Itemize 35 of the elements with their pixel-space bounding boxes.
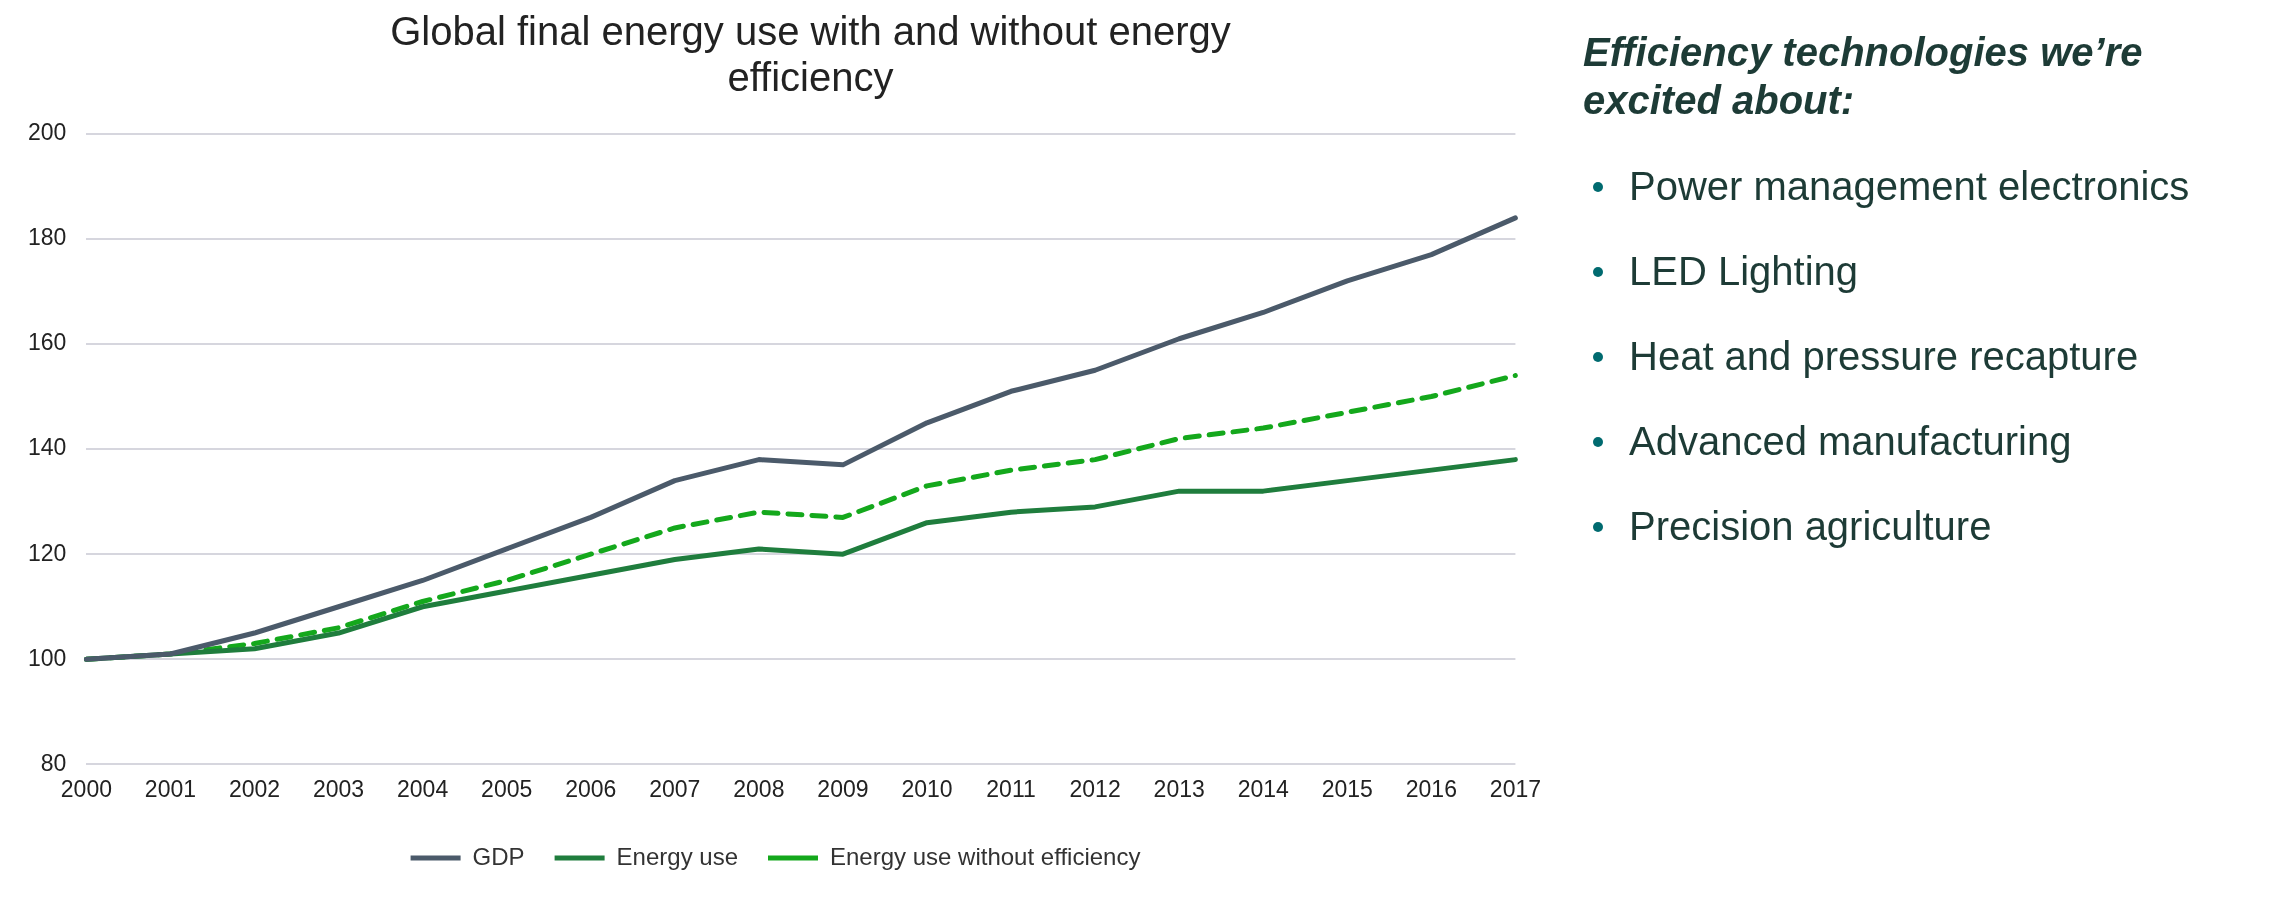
x-tick-label: 2001 <box>144 775 197 802</box>
x-tick-label: 2009 <box>817 775 869 802</box>
x-tick-label: 2013 <box>1153 775 1205 802</box>
x-tick-label: 2011 <box>986 775 1036 802</box>
x-tick-label: 2014 <box>1237 775 1290 802</box>
legend-label: Energy use without efficiency <box>830 842 1141 870</box>
x-tick-label: 2008 <box>733 775 785 802</box>
x-tick-label: 2016 <box>1405 775 1457 802</box>
x-tick-label: 2002 <box>228 775 281 802</box>
x-tick-label: 2003 <box>312 775 365 802</box>
text: LED Lighting <box>1629 249 1859 294</box>
x-tick-label: 2004 <box>397 775 449 802</box>
x-tick-label: 2000 <box>60 775 112 802</box>
text: Power management electronics <box>1629 164 2190 209</box>
text: Precision agriculture <box>1629 504 1992 549</box>
x-tick-label: 2012 <box>1069 775 1121 802</box>
text: Heat and pressure recapture <box>1629 334 2139 379</box>
text: Advanced manufacturing <box>1629 419 2072 464</box>
text: Efficiency technologies we’re excited about: <box>1583 29 2144 124</box>
legend-label: GDP <box>472 842 525 870</box>
y-tick-label: 180 <box>28 224 67 251</box>
y-tick-label: 160 <box>28 329 67 356</box>
x-tick-label: 2017 <box>1489 775 1541 802</box>
y-tick-label: 200 <box>28 119 67 146</box>
x-tick-label: 2006 <box>565 775 617 802</box>
y-tick-label: 140 <box>28 434 67 461</box>
y-tick-label: 80 <box>40 749 67 776</box>
y-tick-label: 100 <box>28 644 67 671</box>
x-tick-label: 2005 <box>481 775 533 802</box>
x-tick-label: 2010 <box>901 775 953 802</box>
chart-title: Global final energy use with and without energy efficiency <box>389 8 1232 100</box>
x-tick-label: 2015 <box>1321 775 1373 802</box>
y-tick-label: 120 <box>28 539 67 566</box>
x-tick-label: 2007 <box>649 775 701 802</box>
legend-label: Energy use <box>616 842 739 870</box>
